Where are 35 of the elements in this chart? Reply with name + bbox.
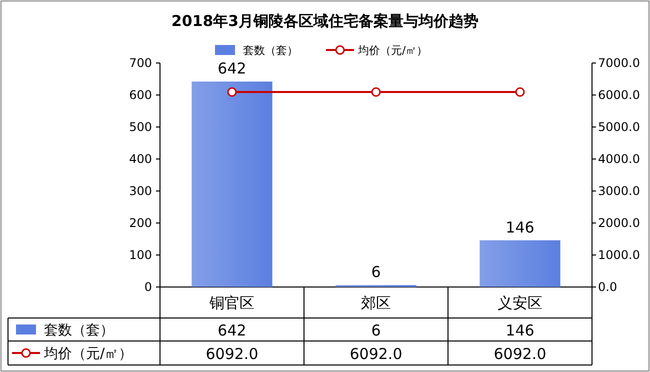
data-label: 6 (371, 322, 381, 340)
y2-tick-label: 5000.0 (598, 120, 640, 134)
y-tick-label: 300 (129, 184, 152, 198)
text: 642 (218, 60, 246, 78)
data-label: 642 (218, 322, 246, 340)
y2-tick-label: 6000.0 (598, 88, 640, 102)
text: 套数（套） (44, 322, 114, 338)
data-label: 6092.0 (350, 345, 402, 363)
bar (192, 82, 272, 287)
x-tick-label: 郊区 (361, 294, 391, 312)
bar (480, 240, 560, 287)
y-tick-label: 600 (129, 88, 152, 102)
y2-tick-label: 7000.0 (598, 56, 640, 70)
data-label: 6092.0 (206, 345, 258, 363)
y2-tick-label: 4000.0 (598, 152, 640, 166)
y-tick-label: 0 (144, 280, 152, 294)
text: 146 (506, 218, 534, 236)
y-tick-label: 100 (129, 248, 152, 262)
y-tick-label: 400 (129, 152, 152, 166)
x-tick-label: 铜官区 (208, 294, 254, 312)
y2-tick-label: 0.0 (598, 280, 618, 294)
chart-title: 2018年3月铜陵各区域住宅备案量与均价趋势 (171, 12, 479, 30)
data-label: 6092.0 (494, 345, 546, 363)
text: 6 (371, 263, 381, 282)
legend-label: 套数（套） (243, 44, 298, 57)
y-tick-label: 200 (129, 216, 152, 230)
x-tick-label: 义安区 (498, 294, 542, 312)
data-label: 146 (506, 322, 534, 340)
text: 均价（元/㎡） (44, 346, 133, 362)
y-tick-label: 700 (129, 56, 152, 70)
y2-tick-label: 2000.0 (598, 216, 640, 230)
y2-tick-label: 1000.0 (598, 248, 640, 262)
legend-label: 均价（元/㎡） (357, 44, 428, 57)
y-tick-label: 500 (129, 120, 152, 134)
y2-tick-label: 3000.0 (598, 184, 640, 198)
